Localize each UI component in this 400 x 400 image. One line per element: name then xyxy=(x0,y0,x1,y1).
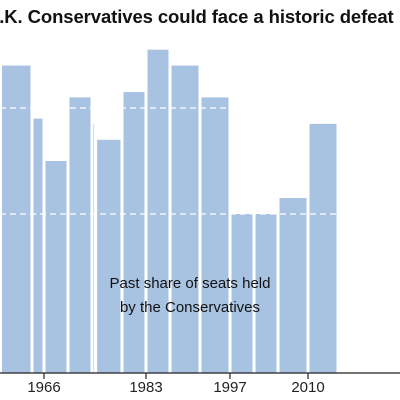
bar-1987 xyxy=(171,65,199,373)
bar-1992 xyxy=(201,97,229,374)
x-tick-label-2010: 2010 xyxy=(291,379,324,396)
bar-2001 xyxy=(255,214,277,373)
bar-2005 xyxy=(279,198,307,373)
bar-1974.6 xyxy=(97,139,121,373)
bar-1974 xyxy=(93,123,95,374)
bar-1997 xyxy=(231,214,253,373)
bar-1964 xyxy=(33,118,43,373)
bars-group xyxy=(2,49,337,374)
annotation-line-1: Past share of seats held xyxy=(110,275,271,292)
bar-1970 xyxy=(69,97,91,374)
x-tick-label-1983: 1983 xyxy=(129,379,162,396)
annotation-line-2: by the Conservatives xyxy=(120,299,260,316)
bar-1966 xyxy=(45,161,67,373)
x-tick-label-1997: 1997 xyxy=(213,379,246,396)
reference-lines xyxy=(0,107,400,215)
bar-2010 xyxy=(309,123,337,374)
x-axis-ticks: 1966 1983 1997 2010 xyxy=(27,373,325,396)
chart-title: U.K. Conservatives could face a historic… xyxy=(0,6,394,27)
bar-1979 xyxy=(123,92,145,373)
x-tick-label-1966: 1966 xyxy=(27,379,60,396)
bar-1959 xyxy=(2,65,31,373)
bar-1983 xyxy=(147,49,169,373)
